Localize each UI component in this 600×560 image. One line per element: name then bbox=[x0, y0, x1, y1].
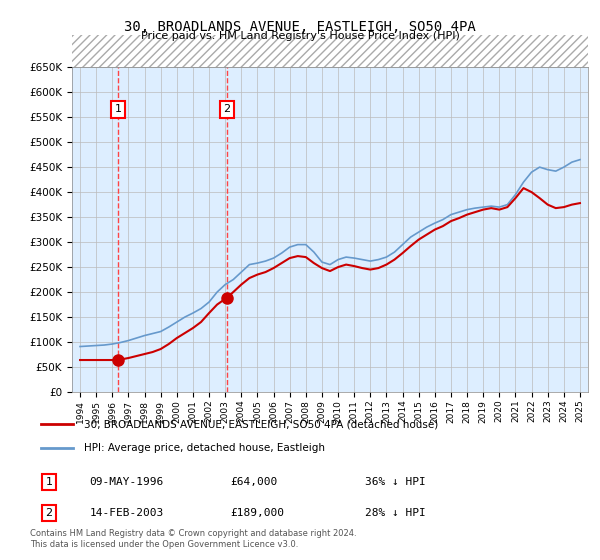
Text: 09-MAY-1996: 09-MAY-1996 bbox=[89, 477, 164, 487]
Text: 2: 2 bbox=[46, 508, 52, 518]
Text: £64,000: £64,000 bbox=[230, 477, 277, 487]
Text: 14-FEB-2003: 14-FEB-2003 bbox=[89, 508, 164, 518]
Text: 36% ↓ HPI: 36% ↓ HPI bbox=[365, 477, 425, 487]
Text: 30, BROADLANDS AVENUE, EASTLEIGH, SO50 4PA: 30, BROADLANDS AVENUE, EASTLEIGH, SO50 4… bbox=[124, 20, 476, 34]
Text: £189,000: £189,000 bbox=[230, 508, 284, 518]
Text: Contains HM Land Registry data © Crown copyright and database right 2024.
This d: Contains HM Land Registry data © Crown c… bbox=[30, 529, 356, 549]
Text: 1: 1 bbox=[115, 104, 122, 114]
Text: 30, BROADLANDS AVENUE, EASTLEIGH, SO50 4PA (detached house): 30, BROADLANDS AVENUE, EASTLEIGH, SO50 4… bbox=[84, 419, 438, 429]
Text: HPI: Average price, detached house, Eastleigh: HPI: Average price, detached house, East… bbox=[84, 443, 325, 453]
Text: Price paid vs. HM Land Registry's House Price Index (HPI): Price paid vs. HM Land Registry's House … bbox=[140, 31, 460, 41]
Text: 1: 1 bbox=[46, 477, 52, 487]
Text: 2: 2 bbox=[224, 104, 230, 114]
Text: 28% ↓ HPI: 28% ↓ HPI bbox=[365, 508, 425, 518]
